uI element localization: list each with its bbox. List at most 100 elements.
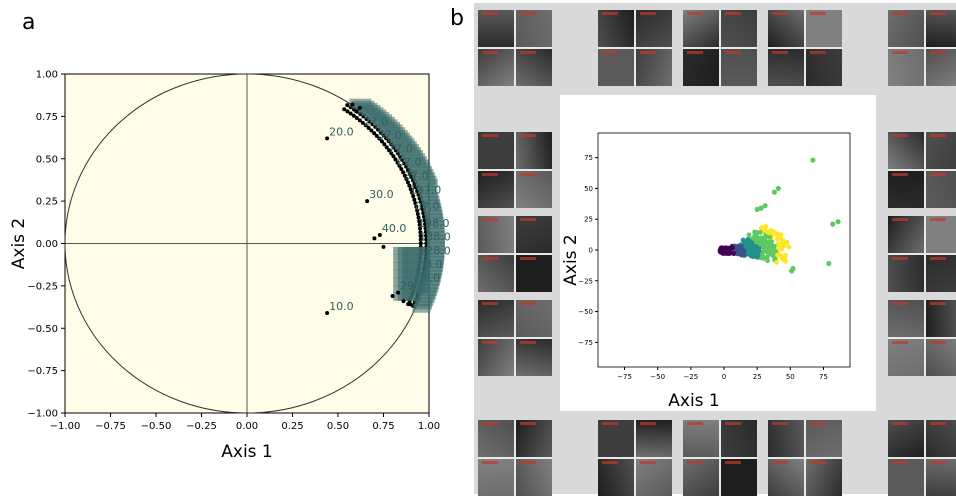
data-point: [408, 302, 413, 307]
thumbnail-caption-mark: [520, 218, 536, 221]
thumbnail-image: [516, 10, 552, 47]
y-tick-label: 75: [584, 154, 593, 162]
thumbnail-image: [683, 49, 719, 86]
thumbnail-caption-mark: [602, 422, 618, 425]
data-point: [366, 125, 371, 130]
data-point: [418, 230, 423, 235]
thumbnail-image: [768, 49, 804, 86]
data-point: [747, 243, 753, 249]
thumbnail-caption-mark: [810, 422, 826, 425]
thumbnail-image: [888, 420, 924, 457]
labeled-data-point: [325, 136, 330, 141]
x-tick-label: 75: [819, 373, 828, 381]
data-point: [372, 236, 377, 241]
data-point: [374, 133, 379, 138]
thumbnail-image: [636, 49, 672, 86]
thumbnail-tile: [888, 10, 956, 86]
thumbnail-caption-mark: [725, 12, 741, 15]
thumbnail-caption-mark: [930, 134, 946, 137]
thumbnail-image: [478, 255, 514, 292]
data-point: [354, 116, 359, 121]
y-tick-label: 1.00: [36, 70, 58, 81]
thumbnail-caption-mark: [482, 257, 498, 260]
thumbnail-image: [636, 10, 672, 47]
thumbnail-caption-mark: [930, 51, 946, 54]
data-point: [413, 201, 418, 206]
y-tick-label: −0.25: [27, 281, 58, 292]
data-point: [417, 219, 422, 224]
data-point: [418, 241, 423, 246]
data-point: [412, 197, 417, 202]
thumbnail-image: [768, 420, 804, 457]
data-point: [418, 233, 423, 238]
thumbnail-image: [888, 10, 924, 47]
data-point: [381, 244, 386, 249]
panel-a-label: a: [22, 10, 36, 35]
x-tick-label: −0.25: [186, 421, 217, 432]
thumbnail-caption-mark: [640, 461, 656, 464]
thumbnail-tile: [478, 300, 552, 376]
data-point: [767, 251, 773, 257]
y-tick-label: 0.00: [36, 239, 58, 250]
thumbnail-image: [721, 49, 757, 86]
thumbnail-image: [636, 459, 672, 496]
point-label: 198.0: [418, 217, 450, 230]
thumbnail-tile: [478, 420, 552, 496]
embedding-plot-area: −75 −50 −25 0 25 50 75 75 50 25 0 −25 −50 −75 Axis 1 Ax…: [561, 132, 851, 411]
thumbnail-image: [888, 339, 924, 376]
thumbnail-caption-mark: [930, 422, 946, 425]
data-point-label: 29: [400, 280, 414, 293]
point-label: 137.0: [410, 183, 442, 196]
thumbnail-image: [888, 132, 924, 169]
data-point: [786, 244, 792, 250]
thumbnail-caption-mark: [772, 12, 788, 15]
data-point: [397, 163, 402, 168]
thumbnail-caption-mark: [520, 422, 536, 425]
outlier-point: [826, 260, 832, 267]
thumbnail-caption-mark: [772, 422, 788, 425]
y-tick-label: −0.50: [27, 324, 58, 335]
thumbnail-image: [768, 459, 804, 496]
y-tick-label: 0: [589, 247, 593, 255]
y-tick-label: 50: [584, 185, 593, 193]
thumbnail-image: [721, 459, 757, 496]
data-point: [389, 151, 394, 156]
data-point: [399, 167, 404, 172]
point-label: 67.0: [397, 156, 422, 169]
thumbnail-image: [888, 255, 924, 292]
x-tick-label: 0.75: [372, 421, 394, 432]
data-point: [411, 194, 416, 199]
plot-area: −1.00 −0.75 −0.50 −0.25 0.00 0.25 0.50 0.75 1.00…: [9, 70, 451, 463]
data-point: [759, 255, 765, 261]
thumbnail-image: [888, 216, 924, 253]
data-point: [401, 299, 406, 304]
thumbnail-image: [926, 339, 956, 376]
thumbnail-caption-mark: [482, 218, 498, 221]
data-point: [773, 231, 778, 236]
overlapping-label-mark: [415, 246, 430, 255]
data-point: [393, 157, 398, 162]
data-point: [719, 247, 725, 253]
data-point: [395, 160, 400, 165]
data-point: [780, 237, 786, 243]
y-tick-label: −0.75: [27, 366, 58, 377]
data-point: [417, 222, 422, 227]
labeled-data-point: [377, 233, 382, 238]
data-point: [746, 237, 751, 243]
thumbnail-caption-mark: [520, 134, 536, 137]
thumbnail-caption-mark: [687, 422, 703, 425]
data-point: [772, 243, 777, 249]
data-point: [377, 136, 382, 141]
thumbnail-caption-mark: [892, 422, 908, 425]
thumbnail-image: [926, 132, 956, 169]
correlation-circle-chart: −1.00 −0.75 −0.50 −0.25 0.00 0.25 0.50 0.75 1.00…: [9, 70, 451, 463]
x-tick-label: 50: [786, 373, 795, 381]
thumbnail-tile: [768, 10, 842, 86]
data-point: [418, 237, 423, 242]
data-point: [758, 236, 764, 242]
thumbnail-caption-mark: [930, 218, 946, 221]
data-point: [408, 187, 413, 192]
thumbnail-image: [926, 459, 956, 496]
data-point: [387, 148, 392, 153]
thumbnail-caption-mark: [772, 461, 788, 464]
